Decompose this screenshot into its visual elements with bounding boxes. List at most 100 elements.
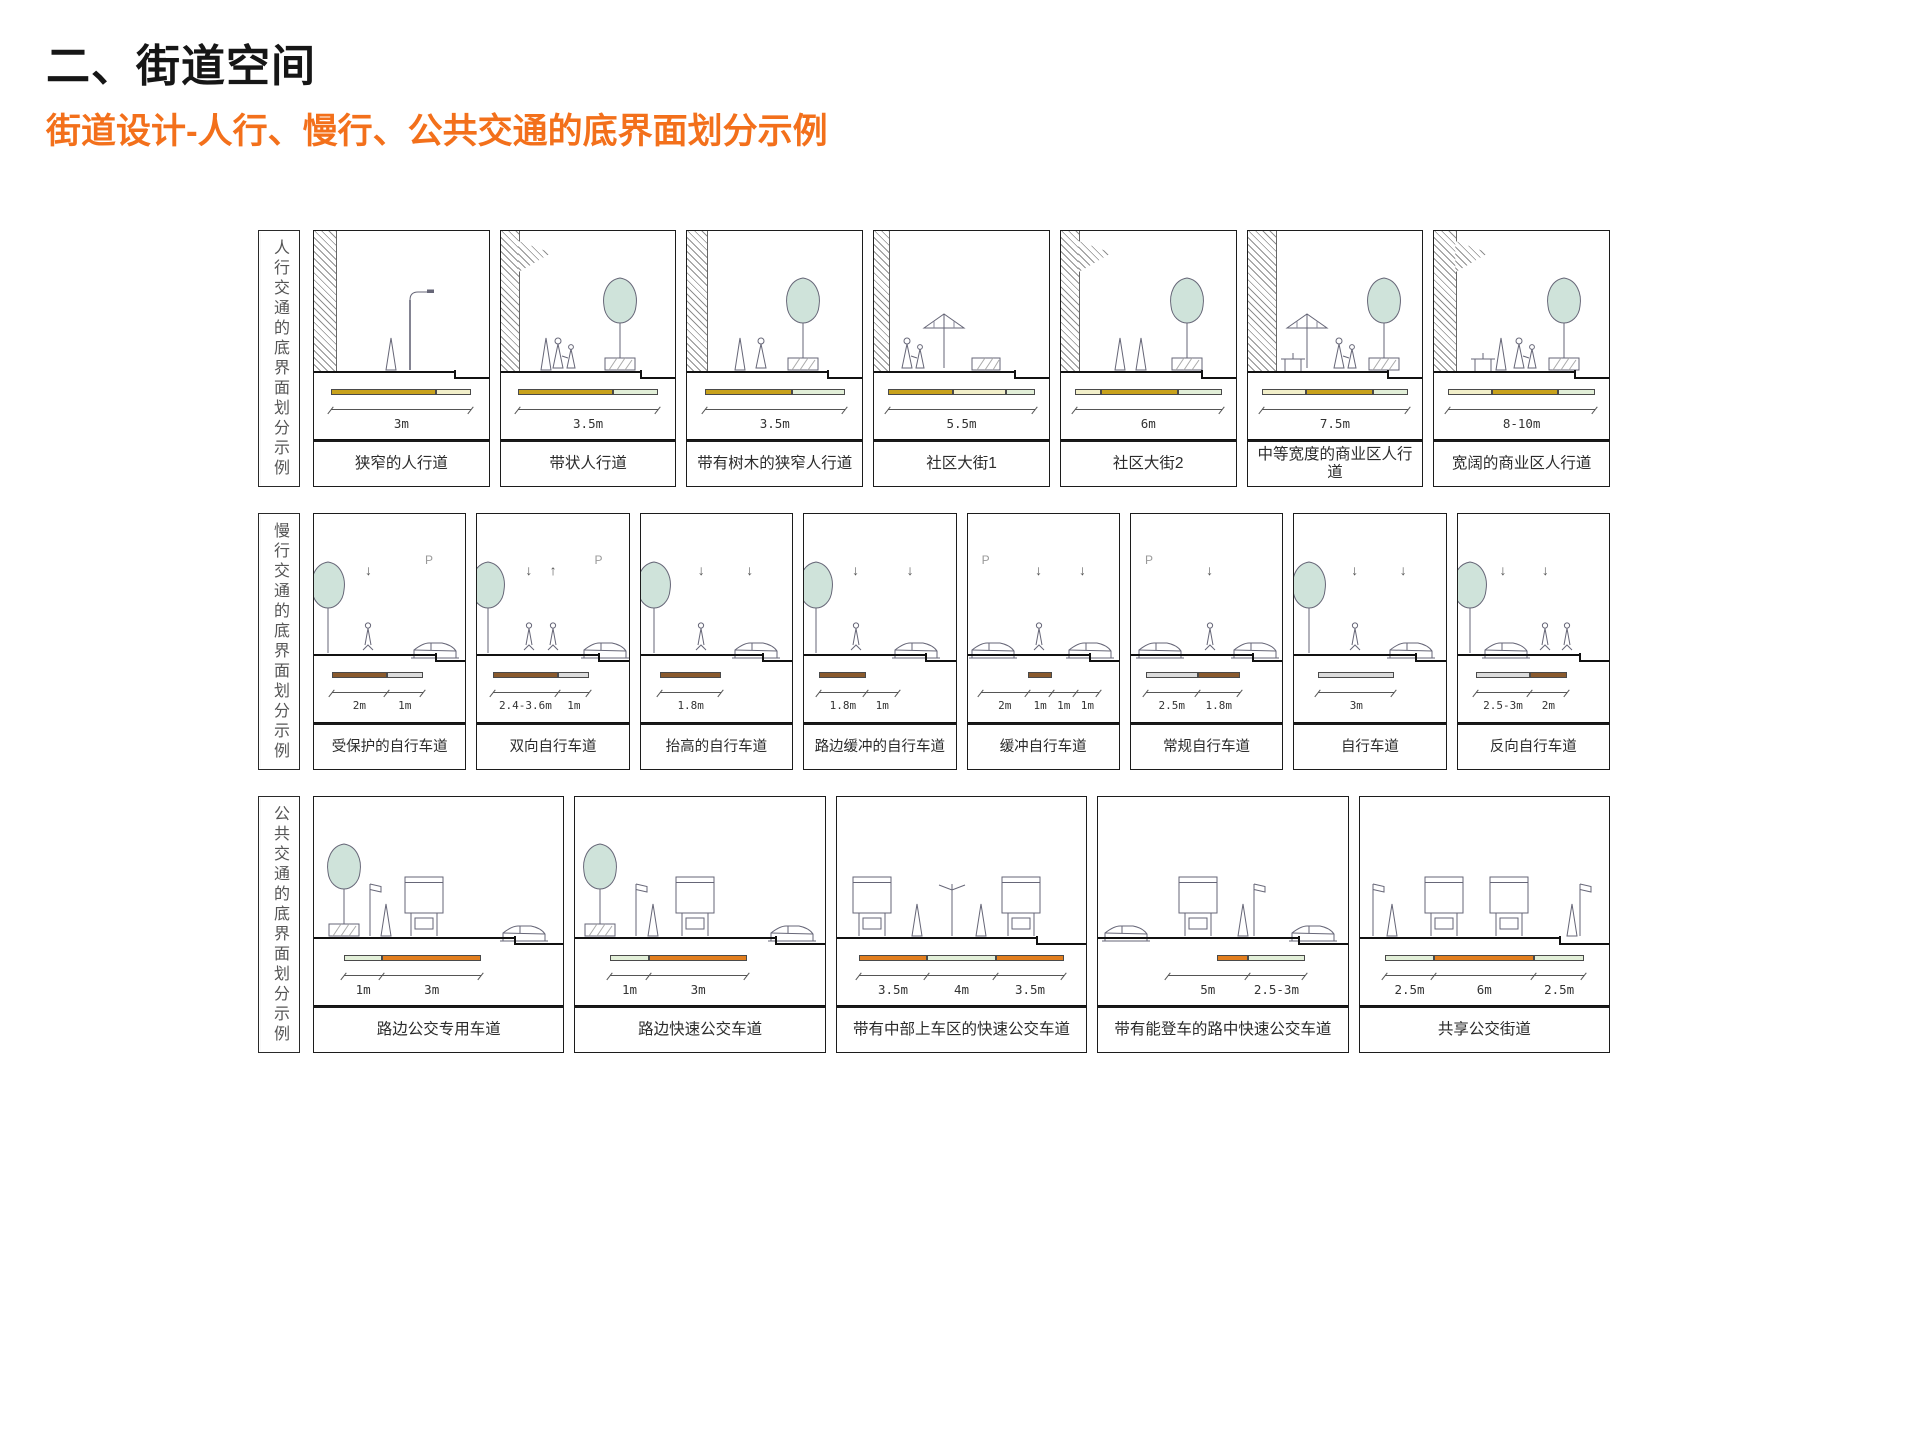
panel-caption: 缓冲自行车道 [967,723,1119,769]
ground-line-low [640,377,676,379]
dimension-labels: 2.5-3m 2m [1476,699,1567,712]
dimension-inner: 2.5-3m 2m [1472,672,1570,712]
ground-line-high [1060,371,1201,373]
dimension-tick [1236,689,1243,697]
lane-strip-seg [1492,389,1559,395]
cyc-icon [545,621,561,655]
shrub-icon [1563,900,1581,938]
curb-step [1297,936,1300,945]
row-label-bicycle: 慢行交通的底界面划分示例 [258,513,300,770]
car-icon [499,920,548,944]
direction-arrow-icon: ↓ [1079,562,1087,578]
dimension-labels: 7.5m [1262,416,1409,431]
dimension-tick [467,406,475,414]
lane-strip-seg [382,955,482,961]
diagram-row-pedestrian: 人行交通的底界面划分示例 3m 狭窄的人行道 3.5m 带状人行道 3.5m 带有树木的狭窄… [258,230,1611,487]
curb-step [1088,653,1091,662]
dimension-rule [859,975,1064,976]
curb-step [453,370,456,379]
panel-group-bicycle: ↓ P 2m 1m 受保护的自行车道 ↓ ↑ P 2.4-3.6m 1m 双向自行车道 ↓ ↓ 1.8m 抬… [313,513,1610,770]
dimension-tick [841,406,848,414]
dimension-area: 2.4-3.6m 1m [477,664,629,722]
ground-line-high [575,937,775,939]
dimension-inner: 3.5m [701,389,848,431]
treeL-icon [1294,559,1332,655]
direction-arrow-icon: ↓ [746,562,754,578]
direction-arrow-icon: ↓ [852,562,860,578]
panel-r2-6: P ↓ 2.5m 1.8m 常规自行车道 [1129,513,1284,770]
dimension-tick [977,689,985,697]
ground-line-high [1457,654,1579,656]
parking-label: P [425,553,434,567]
lane-strip-seg [819,672,867,678]
direction-arrow-icon: ↓ [906,562,914,578]
lane-strip-seg [1177,389,1222,395]
car-icon [1231,637,1279,661]
dimension-tick [717,689,724,697]
building-wall [1434,231,1458,371]
lane-strip-seg [436,389,472,395]
lane-strip-seg [1558,389,1596,395]
dimension-value: 3.5m [759,416,790,431]
dimension-line [855,970,1067,982]
treeP-icon [321,842,367,938]
dimension-tick [1390,689,1398,697]
treeP-icon [780,276,826,372]
elevation-view [874,231,1049,381]
curb-step [1578,653,1581,662]
dimension-value: 1m [1057,699,1071,712]
dimension-value: 2.5m [1394,982,1425,997]
dimension-tick [488,689,496,697]
dimension-labels: 2.5m 1.8m [1146,699,1240,712]
car-icon [1288,920,1337,944]
ground-line-low [1415,660,1446,662]
treeP-icon [597,276,643,372]
lane-strip-seg [610,955,649,961]
curb-step [598,653,601,662]
dimension-tick [654,406,661,414]
dimension-labels: 6m [1075,416,1222,431]
dimension-inner: 5.5m [884,389,1038,431]
shrub-icon [1111,334,1129,372]
people-icon [549,334,579,372]
sign-icon [365,878,383,938]
lane-strip-seg [1475,672,1531,678]
elevation-view [687,231,863,381]
curb-step [640,370,643,379]
ground-line-high [1098,937,1298,939]
dimension-labels: 3.5m 4m 3.5m [859,982,1064,997]
lane-strip-seg [343,955,383,961]
dimension-value: 1m [355,982,371,997]
dimension-value: 2.4-3.6m [498,699,552,712]
panel-caption: 共享公交街道 [1359,1006,1610,1052]
panel-group-transit: 1m 3m 路边公交专用车道 1m 3m 路边快速公交车道 3.5m 4m 3.5m 带有中部上车… [313,796,1611,1053]
treeL-icon [640,559,678,655]
plan-view [804,722,956,723]
lane-strip-seg [1318,672,1395,678]
dimension-area: 2.5m 1.8m [1130,664,1283,722]
dimension-value: 3.5m [573,416,604,431]
treeL-icon [477,559,511,655]
parking-label: P [1145,553,1154,567]
diagram-row-transit: 公共交通的底界面划分示例 1m 3m 路边公交专用车道 1m 3m 路边快速公交车道 3.5m… [258,796,1611,1053]
elevation-view [836,797,1087,947]
dimension-tick [1591,406,1599,414]
dimension-inner: 2m 1m [328,672,426,712]
cyc-icon [521,621,537,655]
direction-arrow-icon: ↓ [1541,562,1549,578]
ground-line-high [804,654,926,656]
car-icon [1482,637,1531,661]
people-icon [1330,334,1360,372]
dimension-labels: 8-10m [1448,416,1595,431]
lane-strip-seg [648,955,748,961]
plan-view [687,439,863,440]
shelter-icon [1422,872,1466,938]
shelter-icon [850,872,894,938]
dimension-tick [701,406,708,414]
dimension-tick [1257,406,1265,414]
shrub-icon [1492,334,1510,372]
dimension-tick [645,972,652,980]
elevation-view: ↓ ↓ [1294,514,1446,664]
lane-strip-seg [1146,672,1198,678]
lane-strip-seg [888,389,953,395]
